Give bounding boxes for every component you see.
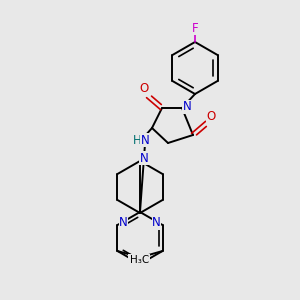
Text: N: N (140, 152, 148, 164)
Text: N: N (119, 217, 128, 230)
Text: H₃C: H₃C (130, 255, 149, 265)
Text: CH₃: CH₃ (129, 255, 148, 265)
Text: F: F (192, 22, 198, 34)
Text: O: O (206, 110, 216, 122)
Text: N: N (183, 100, 191, 113)
Text: O: O (140, 82, 148, 95)
Text: N: N (152, 217, 161, 230)
Text: N: N (141, 134, 149, 146)
Text: H: H (133, 134, 141, 146)
